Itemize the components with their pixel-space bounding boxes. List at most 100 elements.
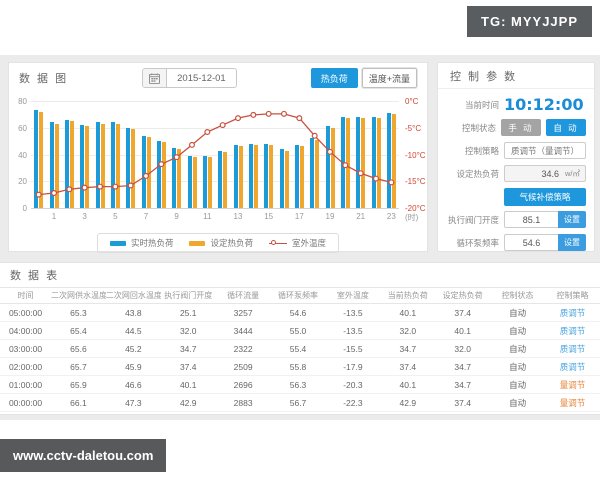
table-cell: 2883 [215, 393, 271, 412]
bar-set-hour-17 [299, 146, 304, 208]
table-header-row: 时间 二次网供水温度 二次网回水温度 执行阀门开度 循环流量 循环泵频率 室外温度 当前热负荷… [0, 287, 600, 304]
valve-opening-input[interactable]: 85.1 [504, 211, 558, 228]
table-cell: 55.0 [270, 321, 326, 340]
current-time-row: 当前时间 10:12:00 [446, 93, 586, 116]
y-axis-tick-right: 0°C [405, 97, 419, 106]
climate-button-row: 气候补偿策略 [446, 185, 586, 208]
bar-actual-hour-2 [64, 119, 69, 208]
table-cell: -13.5 [325, 303, 381, 322]
temp-flow-button[interactable]: 温度+流量 [360, 67, 419, 89]
y-axis-tick-left: 80 [18, 97, 27, 106]
bar-actual-hour-11 [202, 155, 207, 208]
chart-panel-header: 数 据 图 2015-12-01 热负荷 温度+流量 [9, 63, 427, 93]
bar-actual-hour-21 [356, 117, 361, 208]
control-panel-header: 控 制 参 数 [438, 63, 594, 89]
chart: 0 20 40 60 80 0°C -5°C -10°C -15°C -20°C 1 3 5 7 9 11 13… [9, 97, 427, 229]
data-table: 时间 二次网供水温度 二次网回水温度 执行阀门开度 循环流量 循环泵频率 室外温度 当前热负荷… [0, 287, 600, 412]
x-axis-tick: 17 [294, 212, 304, 221]
bar-actual-hour-12 [218, 150, 223, 208]
table-cell: 65.4 [51, 321, 106, 340]
set-heat-load-field[interactable]: 34.6 w/㎡ [504, 165, 586, 182]
pump-frequency-label: 循环泵频率 [456, 237, 499, 248]
valve-opening-set-button[interactable]: 设置 [558, 211, 586, 228]
strategy-cell[interactable]: 量调节 [545, 375, 600, 394]
pump-frequency-set-button[interactable]: 设置 [558, 234, 586, 251]
date-picker[interactable]: 2015-12-01 [142, 68, 237, 88]
table-cell: 55.8 [270, 357, 326, 376]
pump-frequency-input[interactable]: 54.6 [504, 234, 558, 251]
bar-actual-hour-1 [49, 122, 54, 208]
table-cell: 40.1 [160, 375, 216, 394]
table-cell: 42.9 [160, 393, 216, 412]
y-axis-tick-left: 0 [22, 204, 27, 213]
table-cell: 32.0 [380, 321, 436, 340]
strategy-cell[interactable]: 量调节 [545, 393, 600, 412]
table-cell: 3257 [215, 303, 271, 322]
strategy-cell[interactable]: 质调节 [545, 339, 600, 358]
gridline [31, 154, 399, 156]
x-axis-tick: 5 [113, 212, 118, 221]
bar-actual-hour-13 [233, 145, 238, 208]
heat-load-button[interactable]: 热负荷 [310, 68, 358, 88]
x-axis-tick: 3 [82, 212, 87, 221]
table-cell: 04:00:00 [0, 321, 51, 340]
x-axis-tick: 11 [203, 212, 212, 221]
legend-label: 室外温度 [292, 238, 327, 248]
date-value[interactable]: 2015-12-01 [177, 72, 226, 84]
bar-set-hour-15 [269, 145, 274, 208]
table-cell: 自动 [490, 393, 546, 412]
table-row: 02:00:00 65.7 45.9 37.4 2509 55.8 -17.9 37.4 34.… [0, 357, 600, 376]
set-heat-load-label: 设定热负荷 [456, 168, 499, 179]
table-cell: 54.6 [270, 303, 326, 322]
x-axis-tick: 7 [143, 212, 149, 221]
bar-actual-hour-8 [156, 141, 161, 208]
legend-item: 实时热负荷 [109, 237, 173, 249]
table-cell: -13.5 [325, 321, 381, 340]
climate-compensation-button[interactable]: 气候补偿策略 [504, 187, 586, 206]
bar-set-hour-5 [115, 123, 120, 208]
table-title: 数 据 表 [10, 270, 60, 282]
bar-actual-hour-6 [126, 127, 131, 208]
column-header: 执行阀门开度 [160, 287, 216, 304]
strategy-cell[interactable]: 质调节 [545, 303, 600, 322]
bar-actual-hour-5 [110, 122, 115, 208]
table-cell: 自动 [490, 375, 546, 394]
control-strategy-select[interactable]: 质调节（量调节） [504, 142, 586, 159]
bar-set-hour-14 [253, 145, 258, 208]
table-cell: 05:00:00 [0, 303, 51, 322]
table-cell: -20.3 [325, 375, 381, 394]
control-strategy-row: 控制策略 质调节（量调节） [446, 139, 586, 162]
legend-swatch-bar-icon [189, 240, 206, 246]
table-cell: 65.7 [51, 357, 106, 376]
table-header: 数 据 表 [0, 263, 600, 287]
x-axis-tick: 13 [233, 212, 243, 221]
temperature-line [35, 110, 395, 198]
table-row: 03:00:00 65.6 45.2 34.7 2322 55.4 -15.5 34.7 32.… [0, 339, 600, 358]
bar-actual-hour-14 [248, 143, 253, 208]
table-cell: 2696 [215, 375, 271, 394]
auto-button[interactable]: 自 动 [546, 119, 586, 136]
table-row: 05:00:00 65.3 43.8 25.1 3257 54.6 -13.5 40.1 37.… [0, 303, 600, 322]
calendar-icon[interactable] [143, 69, 168, 87]
bar-set-hour-22 [376, 118, 381, 208]
strategy-cell[interactable]: 质调节 [545, 357, 600, 376]
bar-actual-hour-7 [141, 135, 146, 208]
chart-panel: 数 据 图 2015-12-01 热负荷 温度+流量 0 20 40 60 80 0°C -… [8, 62, 428, 253]
column-header: 设定热负荷 [435, 287, 491, 304]
table-cell: 03:00:00 [0, 339, 51, 358]
bar-set-hour-19 [330, 127, 335, 208]
chart-panel-title: 数 据 图 [19, 73, 69, 85]
strategy-cell[interactable]: 质调节 [545, 321, 600, 340]
control-panel-title: 控 制 参 数 [450, 70, 518, 83]
table-cell: 3444 [215, 321, 271, 340]
table-cell: 46.6 [105, 375, 161, 394]
table-cell: 47.3 [105, 393, 161, 412]
manual-button[interactable]: 手 动 [501, 119, 541, 136]
table-cell: 43.8 [105, 303, 161, 322]
column-header: 二次网供水温度 [51, 287, 106, 304]
table-cell: 25.1 [160, 303, 216, 322]
valve-opening-row: 执行阀门开度 85.1 设置 [446, 208, 586, 231]
table-row: 04:00:00 65.4 44.5 32.0 3444 55.0 -13.5 32.0 40.… [0, 321, 600, 340]
table-cell: 45.2 [105, 339, 161, 358]
data-table-panel: 数 据 表 时间 二次网供水温度 二次网回水温度 执行阀门开度 循环流量 循环泵频率 室外温… [0, 262, 600, 415]
